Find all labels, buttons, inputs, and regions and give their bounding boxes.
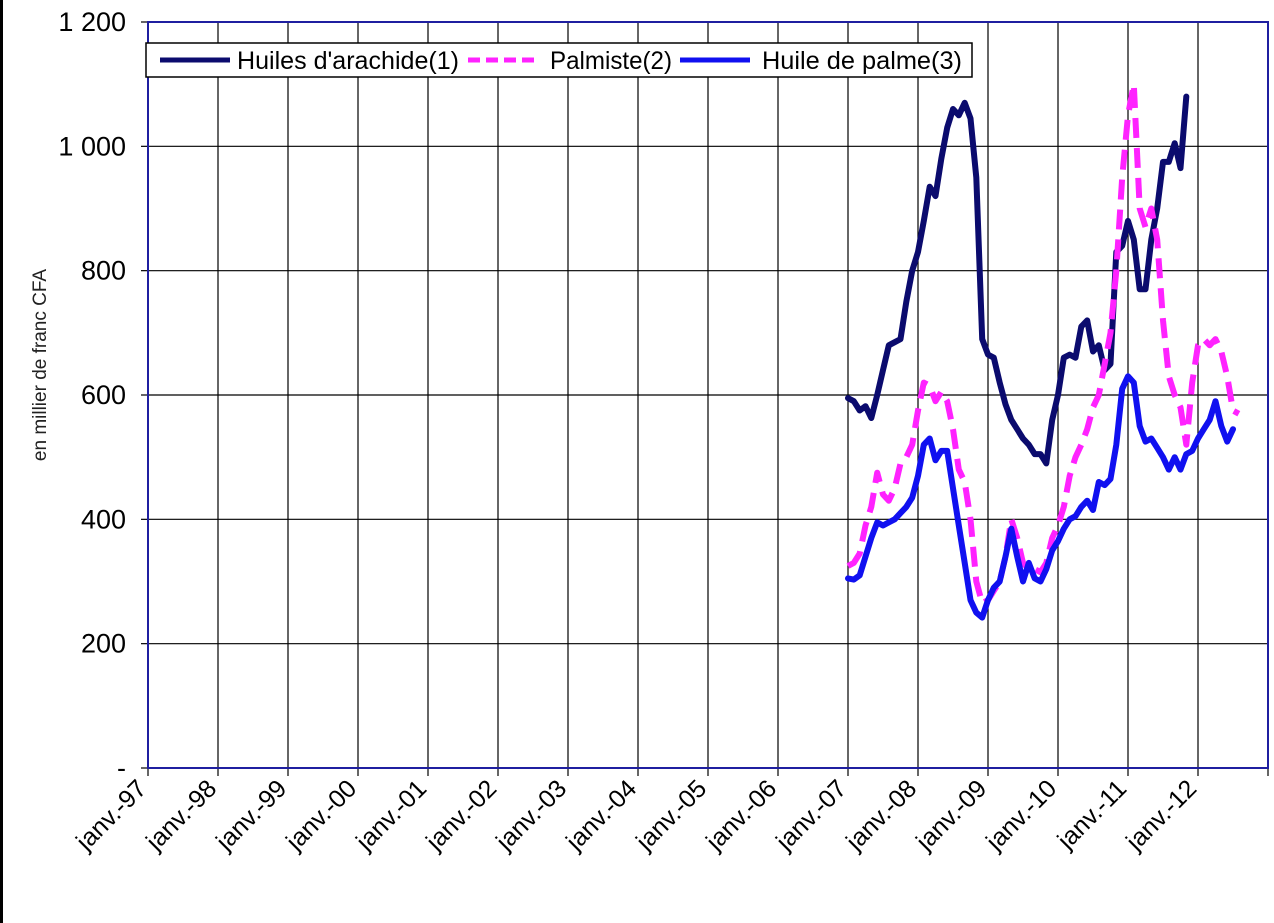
- legend-label-2: Palmiste(2): [550, 47, 672, 75]
- x-tick-label: janv.-03: [490, 774, 572, 856]
- series-layer: [845, 81, 1241, 621]
- y-tick-label: -: [117, 753, 126, 783]
- plot-area-border: [147, 21, 1269, 769]
- legend: Huiles d'arachide(1) Palmiste(2) Huile de …: [145, 42, 973, 78]
- x-tick-label: janv.-99: [210, 774, 292, 856]
- y-axis-title: en millier de franc CFA: [30, 269, 51, 462]
- x-tick-label: janv.-05: [630, 774, 712, 856]
- y-axis-ticks: - 200 400 600 800 1 000 1 200: [58, 7, 148, 783]
- y-tick-label: 400: [81, 504, 126, 534]
- y-tick-label: 200: [81, 629, 126, 659]
- y-tick-label: 1 000: [58, 131, 126, 161]
- series-line-3: [845, 373, 1236, 621]
- x-tick-label: janv.-12: [1120, 774, 1202, 856]
- y-tick-label: 800: [81, 256, 126, 286]
- x-tick-label: janv.-09: [910, 774, 992, 856]
- x-axis-ticks: janv.-97janv.-98janv.-99janv.-00janv.-01…: [70, 768, 1269, 857]
- series-line-1: [845, 93, 1190, 467]
- legend-label-1: Huiles d'arachide(1): [237, 47, 459, 75]
- grid-lines: [147, 21, 1269, 769]
- left-frame-edge: [0, 0, 3, 923]
- x-tick-label: janv.-04: [560, 774, 642, 856]
- legend-box: [145, 42, 973, 78]
- x-tick-label: janv.-07: [770, 774, 852, 856]
- x-tick-label: janv.-02: [420, 774, 502, 856]
- x-tick-label: janv.-06: [700, 774, 782, 856]
- x-tick-label: janv.-10: [980, 774, 1062, 856]
- y-tick-label: 1 200: [58, 7, 126, 37]
- x-tick-label: janv.-00: [280, 774, 362, 856]
- x-tick-label: janv.-98: [140, 774, 222, 856]
- x-tick-label: janv.-97: [70, 774, 152, 856]
- legend-label-3: Huile de palme(3): [762, 47, 962, 75]
- x-tick-label: janv.-08: [840, 774, 922, 856]
- series-line-2: [846, 81, 1241, 607]
- x-tick-label: janv.-11: [1051, 774, 1132, 855]
- x-tick-label: janv.-01: [350, 774, 432, 856]
- y-tick-label: 600: [81, 380, 126, 410]
